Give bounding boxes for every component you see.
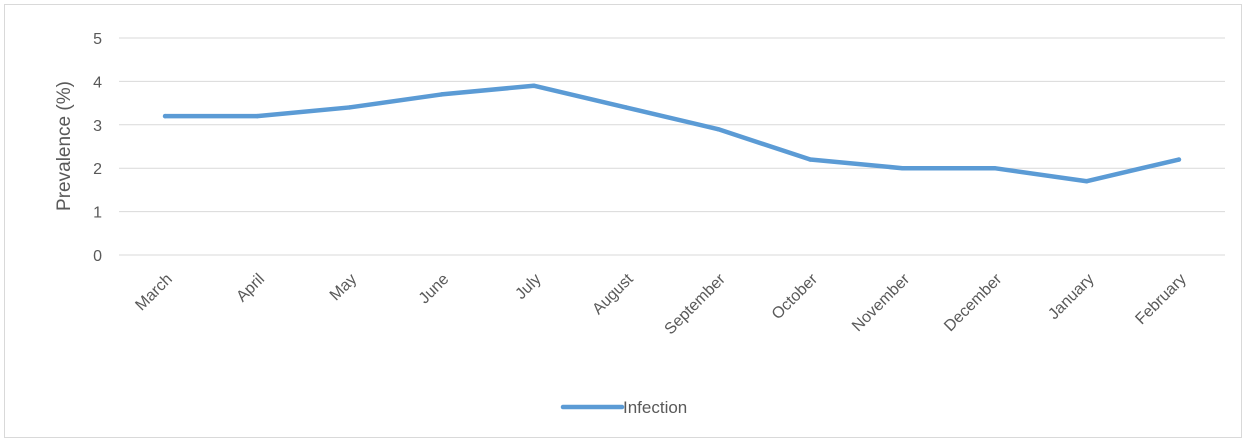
y-tick-label: 2 [93, 161, 102, 178]
data-point [531, 83, 536, 88]
y-tick-label: 1 [93, 205, 102, 222]
data-point [439, 92, 444, 97]
data-point [162, 113, 168, 119]
series-line-infection [162, 83, 1182, 184]
x-tick-label: September [662, 270, 730, 338]
chart-container [4, 4, 1242, 438]
x-tick-label: February [1132, 271, 1189, 328]
legend-label-infection: Infection [623, 398, 687, 417]
y-tick-label: 0 [93, 248, 102, 265]
data-point [715, 126, 721, 132]
x-tick-label: March [132, 271, 175, 314]
legend: Infection [560, 398, 687, 417]
series-lines [162, 83, 1182, 184]
y-axis-ticks: 0 1 2 3 4 5 [93, 31, 102, 265]
gridlines [119, 37, 1225, 256]
data-point [1084, 179, 1089, 184]
x-tick-label: November [849, 270, 914, 335]
x-tick-label: April [233, 271, 268, 306]
y-tick-label: 3 [93, 118, 102, 135]
data-point [1176, 157, 1182, 162]
data-point [623, 105, 629, 110]
x-tick-label: October [769, 270, 822, 323]
x-tick-label: July [512, 271, 544, 303]
data-point [347, 105, 352, 110]
data-point [992, 166, 997, 171]
x-tick-label: January [1045, 271, 1097, 323]
y-axis-title: Prevalence (%) [54, 81, 75, 211]
data-point [255, 113, 260, 119]
x-tick-label: August [590, 270, 638, 318]
y-tick-label: 4 [93, 74, 102, 91]
x-axis-ticks: March April May June July August September Octo… [132, 270, 1189, 338]
x-tick-label: May [327, 271, 360, 304]
x-tick-label: June [416, 271, 453, 308]
data-point [900, 166, 905, 171]
data-point [808, 157, 813, 162]
y-tick-label: 5 [93, 31, 102, 48]
x-tick-label: December [941, 270, 1006, 335]
